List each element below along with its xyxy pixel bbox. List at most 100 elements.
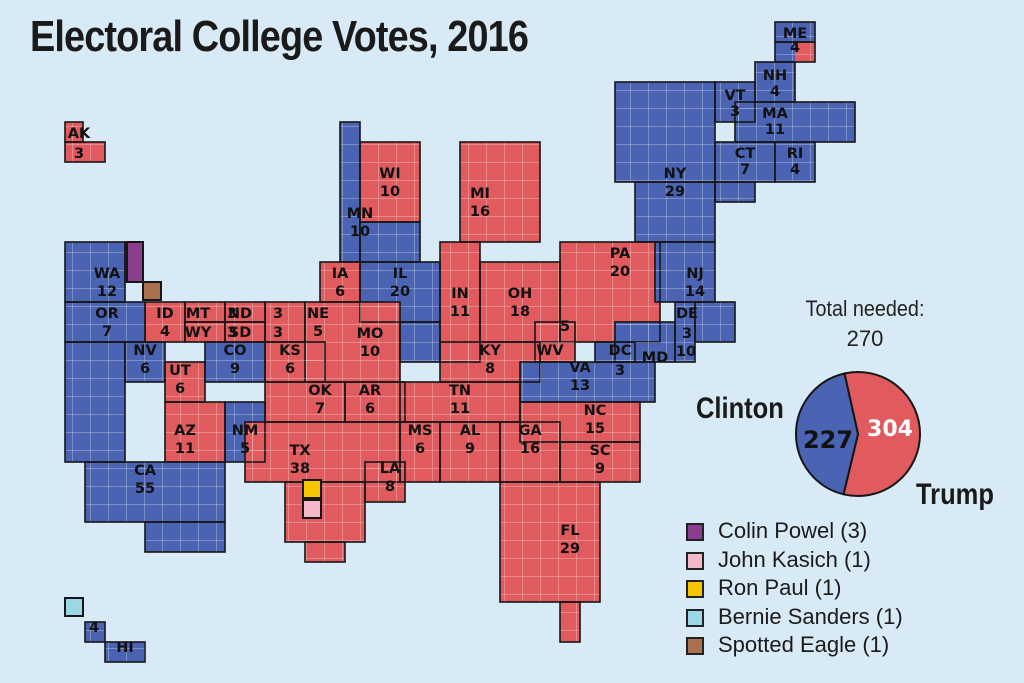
trump-name: Trump: [916, 478, 994, 511]
state-votes-il: 20: [390, 284, 410, 300]
state-label-oh: OH: [508, 286, 532, 302]
legend-label: Colin Powel (3): [718, 518, 868, 543]
total-needed-label: Total needed:: [805, 296, 925, 321]
state-votes-ar: 6: [365, 401, 375, 417]
state-label-md: MD: [642, 350, 668, 366]
state-votes-ct: 7: [740, 162, 750, 178]
state-votes-ut: 6: [175, 381, 185, 397]
state-votes-ri: 4: [790, 162, 800, 178]
total-needed-value: 270: [846, 326, 884, 351]
state-votes-va: 13: [570, 378, 590, 394]
state-label-nm: NM: [232, 423, 259, 439]
pie-label-trump: 304: [867, 417, 913, 442]
state-label-mt: MT: [186, 306, 210, 322]
legend-swatch: [686, 637, 704, 655]
state-votes-wy: 3: [227, 325, 237, 341]
state-votes-hi: 4: [89, 620, 99, 636]
state-label-nh: NH: [763, 68, 787, 84]
state-votes-ny: 29: [665, 184, 685, 200]
state-votes-ok: 7: [315, 401, 325, 417]
state-label-hi: HI: [116, 640, 134, 656]
state-label-wv: WV: [536, 343, 564, 359]
state-votes-ma: 11: [765, 122, 785, 138]
state-votes-nv: 6: [140, 361, 150, 377]
state-label-me: ME: [783, 26, 807, 42]
state-votes-ms: 6: [415, 441, 425, 457]
state-label-ar: AR: [359, 383, 381, 399]
state-ok: [265, 382, 345, 422]
state-votes-mo: 10: [360, 344, 380, 360]
legend-swatch: [686, 523, 704, 541]
state-label-nj: NJ: [686, 266, 704, 282]
state-fl: [500, 482, 600, 642]
state-votes-az: 11: [175, 441, 195, 457]
state-votes-tn: 11: [450, 401, 470, 417]
state-label-tn: TN: [449, 383, 471, 399]
state-label-ri: RI: [787, 146, 804, 162]
legend-label: John Kasich (1): [718, 546, 871, 572]
state-label-co: CO: [224, 343, 247, 359]
legend-label: Bernie Sanders (1): [718, 603, 903, 629]
state-votes-la: 8: [385, 479, 395, 495]
state-votes-ks: 6: [285, 361, 295, 377]
state-ne: [265, 302, 305, 342]
state-label-vt: VT: [724, 88, 745, 104]
state-label-sd: SD: [229, 325, 251, 341]
state-label-pa: PA: [610, 246, 631, 262]
state-label-ks: KS: [279, 343, 301, 359]
state-votes-mt: 3: [227, 306, 237, 322]
state-label-id: ID: [156, 306, 173, 322]
legend-swatch: [686, 580, 704, 598]
state-label-mi: MI: [470, 186, 490, 202]
state-votes-al: 9: [465, 441, 475, 457]
state-label-ut: UT: [169, 363, 191, 379]
state-label-al: AL: [460, 423, 480, 439]
state-votes-mi: 16: [470, 204, 490, 220]
state-votes-nc: 15: [585, 421, 605, 437]
state-votes-ca: 55: [135, 481, 155, 497]
state-label-tx: TX: [289, 443, 310, 459]
legend-label: Ron Paul (1): [718, 575, 842, 600]
state-votes-fl: 29: [560, 541, 580, 557]
state-label-fl: FL: [560, 523, 579, 539]
clinton-name: Clinton: [696, 392, 784, 425]
state-label-mo: MO: [357, 326, 384, 342]
state-votes-vt: 3: [730, 104, 740, 120]
state-label-de: DE: [676, 306, 698, 322]
state-label-wy: WY: [185, 325, 212, 341]
state-votes-ak: 3: [74, 146, 84, 162]
state-label-va: VA: [569, 360, 591, 376]
state-label-mn: MN: [347, 206, 374, 222]
state-label-ms: MS: [408, 423, 433, 439]
state-votes-dc: 3: [615, 363, 625, 379]
state-label-ak: AK: [68, 126, 91, 142]
state-votes-in: 11: [450, 304, 470, 320]
state-label-il: IL: [393, 266, 408, 282]
state-votes-ky: 8: [485, 361, 495, 377]
state-label-nv: NV: [133, 343, 157, 359]
state-label-ma: MA: [762, 106, 788, 122]
state-label-ok: OK: [308, 383, 332, 399]
state-votes-sc: 9: [595, 461, 605, 477]
state-votes-tx: 38: [290, 461, 310, 477]
state-label-ca: CA: [134, 463, 157, 479]
state-ma: [735, 102, 855, 142]
state-votes-oh: 18: [510, 304, 530, 320]
faithless-spotted-eagle-cell: [142, 281, 162, 301]
state-label-la: LA: [380, 461, 401, 477]
state-label-ky: KY: [479, 343, 501, 359]
state-votes-wv: 5: [560, 319, 570, 335]
state-votes-mn: 10: [350, 224, 370, 240]
state-votes-de: 3: [682, 326, 692, 342]
state-votes-nh: 4: [770, 84, 780, 100]
state-votes-pa: 20: [610, 264, 630, 280]
pie-slice-trump: [842, 371, 921, 497]
state-votes-nj: 14: [685, 284, 705, 300]
legend-label: Spotted Eagle (1): [718, 632, 890, 657]
state-votes-sd: 3: [273, 325, 283, 341]
map-title: Electoral College Votes, 2016: [30, 12, 529, 61]
state-votes-me: 4: [790, 40, 800, 56]
pie-label-clinton: 227: [803, 426, 853, 454]
pie-slice-clinton: [795, 372, 860, 496]
state-votes-id: 4: [160, 324, 170, 340]
